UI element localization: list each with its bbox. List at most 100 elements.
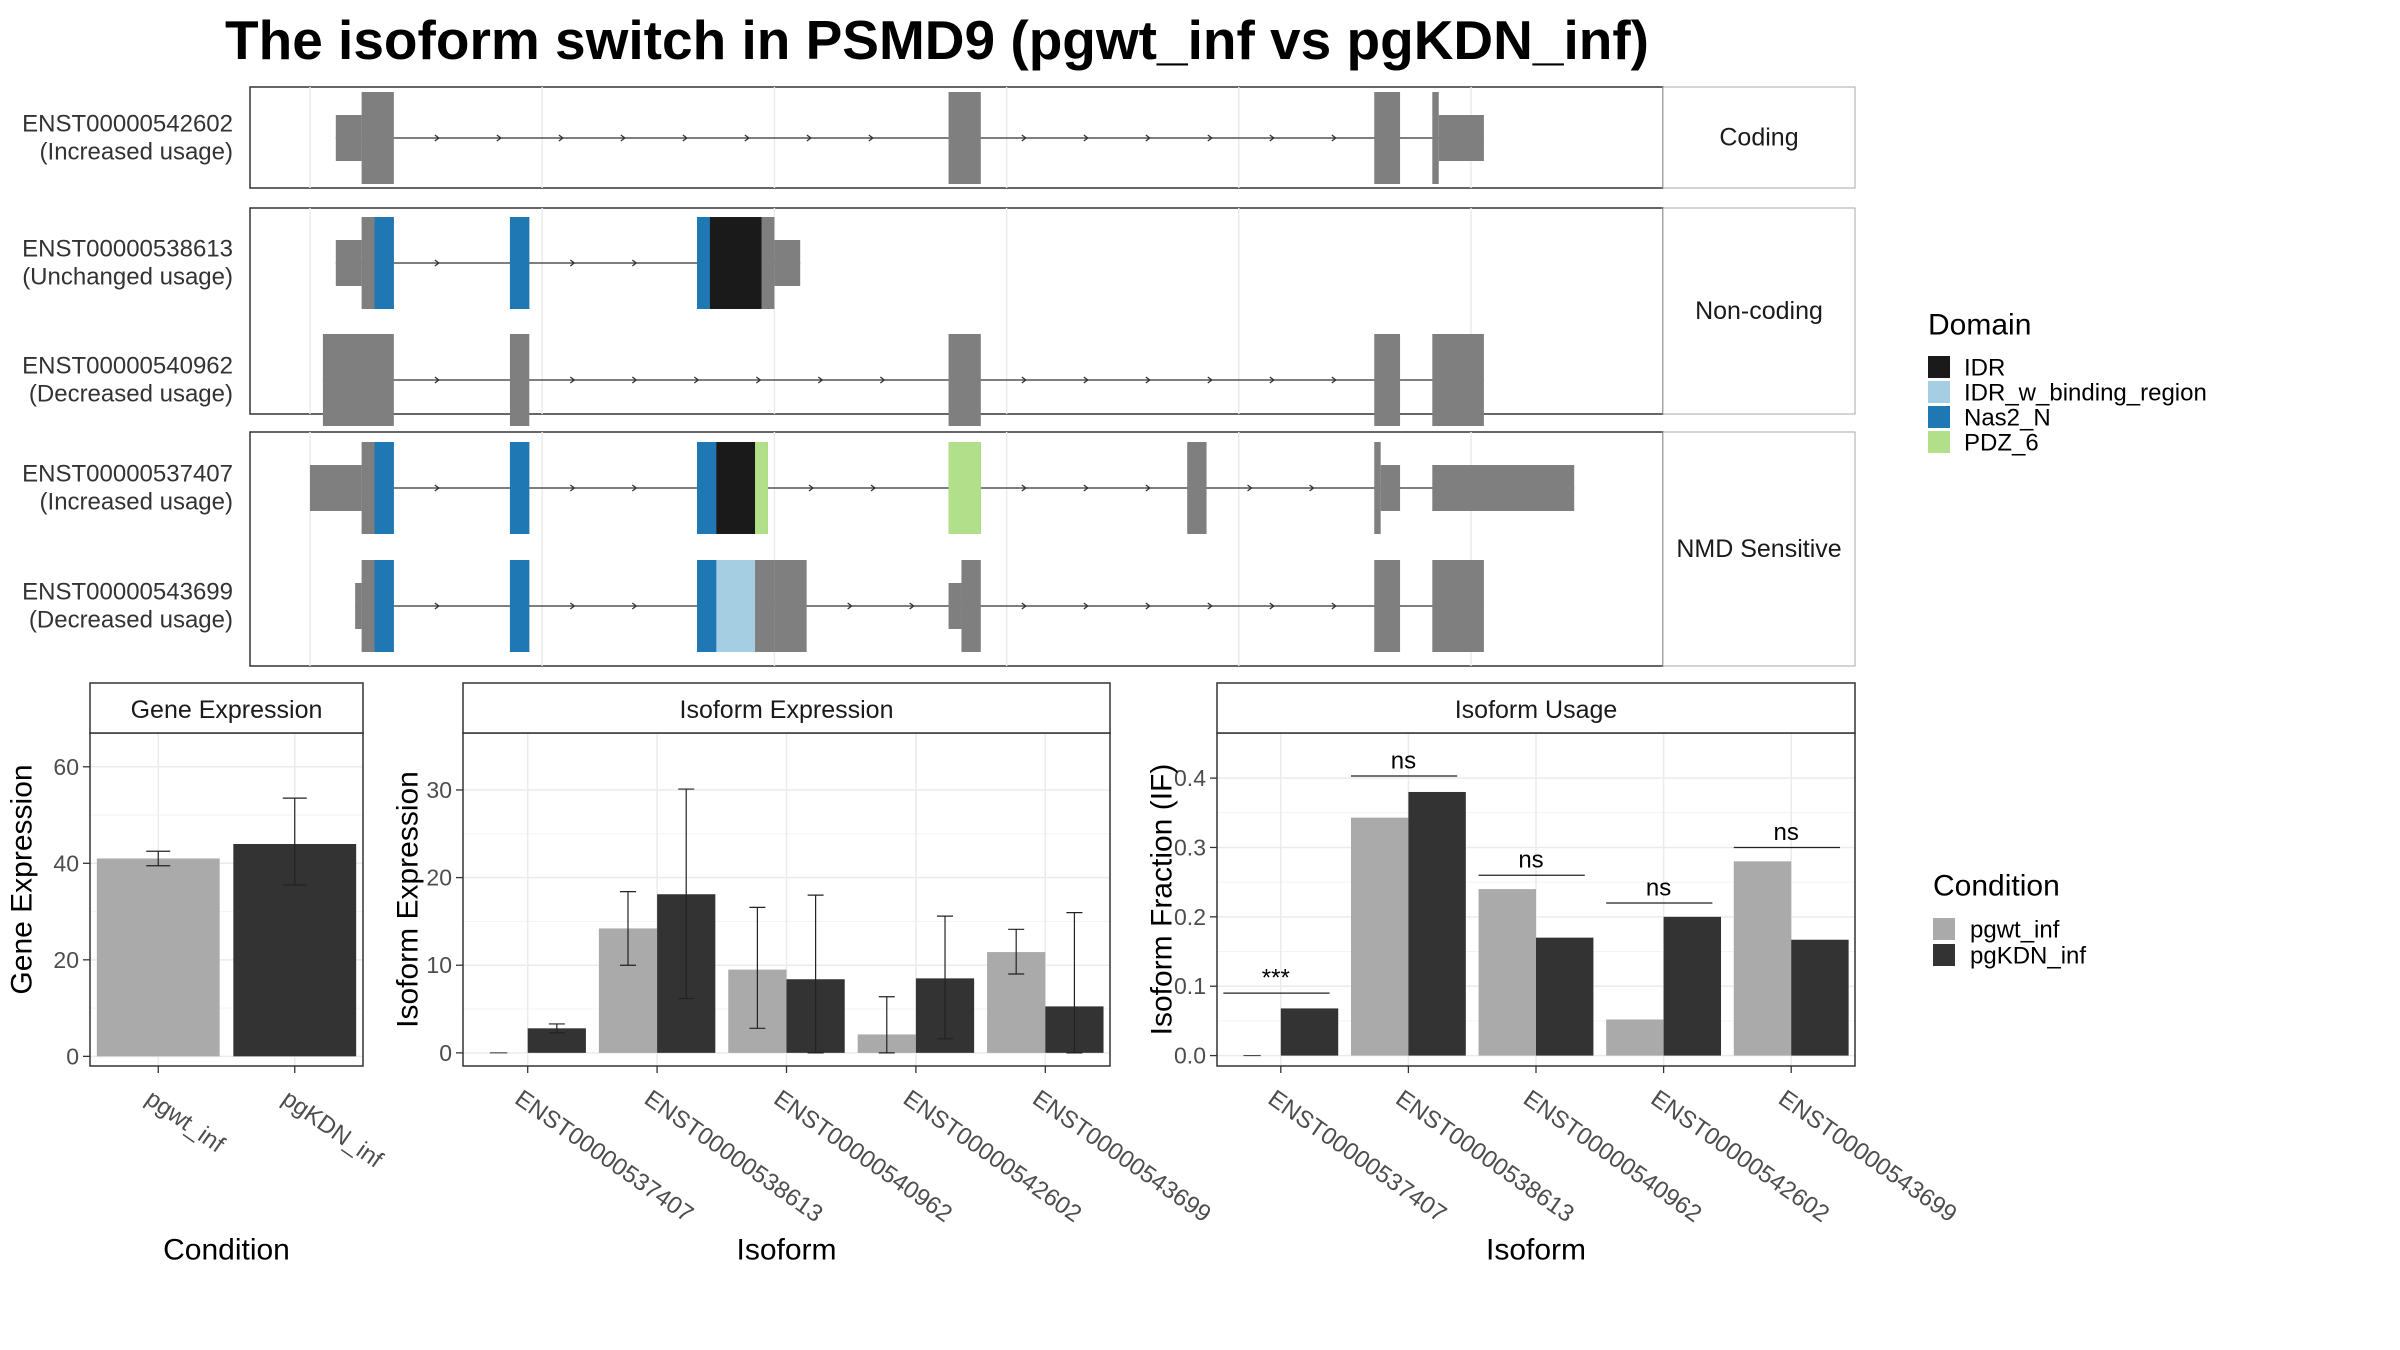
intron-arrow — [631, 259, 638, 267]
bar-pgKDN_inf — [1280, 1008, 1339, 1056]
intron-arrow — [1331, 134, 1337, 142]
facet-title: Isoform Expression — [680, 696, 894, 724]
bar-pgKDN_inf — [1408, 791, 1466, 1056]
exon — [1374, 92, 1401, 184]
transcript-usage-label: (Increased usage) — [40, 139, 233, 166]
intron-arrow — [1269, 134, 1275, 142]
exon — [1374, 334, 1401, 426]
bar-pgKDN_inf — [1663, 916, 1722, 1056]
domain-IDR — [716, 442, 756, 534]
condition-legend-label: pgwt_inf — [1970, 917, 2060, 944]
intron-arrow — [806, 134, 812, 142]
intron-arrow — [558, 134, 564, 142]
y-tick-label: 0.0 — [1174, 1043, 1206, 1069]
intron-arrow — [569, 602, 576, 610]
bar-pgwt_inf — [1350, 817, 1409, 1056]
domain-legend-label: PDZ_6 — [1964, 430, 2039, 457]
y-tick-label: 0 — [66, 1043, 79, 1069]
transcript-id-label: ENST00000543699 — [22, 579, 233, 606]
exon — [361, 92, 394, 184]
domain-IDR_w_binding_region — [716, 560, 756, 652]
exon — [1380, 465, 1401, 511]
domain-Nas2_N — [509, 442, 530, 534]
exon — [335, 115, 362, 161]
intron-arrow — [569, 259, 576, 267]
transcript-id-label: ENST00000542602 — [22, 111, 233, 138]
domain-Nas2_N — [374, 442, 394, 534]
intron-arrow — [1269, 376, 1275, 384]
exon — [1187, 442, 1207, 534]
y-tick-label: 40 — [53, 850, 79, 876]
intron-arrow — [693, 376, 700, 384]
significance-label: ns — [1391, 748, 1416, 775]
intron-arrow — [631, 602, 638, 610]
exon — [335, 240, 362, 286]
transcript-id-label: ENST00000537407 — [22, 461, 233, 488]
significance-label: *** — [1262, 965, 1290, 992]
intron-arrow — [1083, 484, 1089, 492]
intron-arrow — [817, 376, 824, 384]
intron-arrow — [569, 376, 576, 384]
intron-arrow — [1145, 484, 1151, 492]
intron-arrow — [1021, 134, 1027, 142]
y-tick-label: 30 — [426, 777, 452, 803]
intron-arrow — [1021, 602, 1027, 610]
significance-label: ns — [1518, 847, 1543, 874]
intron-arrow — [808, 484, 815, 492]
domain-legend-label: IDR — [1964, 355, 2005, 382]
exon — [509, 334, 530, 426]
facet-label: Coding — [1719, 124, 1798, 152]
exon — [961, 560, 981, 652]
transcript-id-label: ENST00000540962 — [22, 353, 233, 380]
intron-arrow — [870, 484, 877, 492]
intron-arrow — [1331, 602, 1337, 610]
exon — [948, 583, 962, 629]
facet-title: Isoform Usage — [1455, 696, 1618, 724]
y-tick-label: 60 — [53, 754, 79, 780]
intron-arrow — [1269, 602, 1275, 610]
domain-Nas2_N — [374, 560, 394, 652]
y-tick-label: 0.3 — [1174, 834, 1206, 860]
y-axis-title: Isoform Expression — [392, 771, 425, 1028]
y-tick-label: 0.1 — [1174, 973, 1206, 999]
x-axis-title: Isoform — [736, 1234, 836, 1267]
intron-arrow — [682, 134, 688, 142]
legend-swatch-pgwt_inf — [1933, 918, 1955, 940]
exon — [1438, 115, 1484, 161]
bar-pgwt_inf — [96, 858, 220, 1057]
domain-legend-title: Domain — [1928, 309, 2031, 342]
condition-legend-title: Condition — [1933, 870, 2060, 903]
domain-Nas2_N — [509, 217, 530, 309]
domain-PDZ_6 — [755, 442, 768, 534]
intron-arrow — [847, 602, 853, 610]
facet-title: Gene Expression — [131, 696, 323, 724]
transcript-id-label: ENST00000538613 — [22, 236, 233, 263]
transcript-usage-label: (Unchanged usage) — [22, 264, 233, 291]
y-tick-label: 20 — [53, 947, 79, 973]
exon — [1432, 560, 1484, 652]
exon — [1432, 465, 1575, 511]
y-tick-label: 0 — [439, 1040, 452, 1066]
intron-arrow — [434, 602, 440, 610]
intron-arrow — [1145, 602, 1151, 610]
intron-arrow — [1145, 134, 1151, 142]
bar-pgwt_inf — [1606, 1019, 1664, 1056]
intron-arrow — [909, 602, 915, 610]
intron-arrow — [631, 376, 638, 384]
exon — [1432, 92, 1439, 184]
legend-swatch-IDR — [1928, 356, 1950, 378]
x-axis-title: Condition — [163, 1234, 290, 1267]
domain-Nas2_N — [697, 442, 717, 534]
bar-pgwt_inf — [1733, 861, 1792, 1056]
significance-label: ns — [1646, 874, 1671, 901]
transcript-usage-label: (Decreased usage) — [29, 381, 233, 408]
exon — [1374, 442, 1381, 534]
legend-swatch-PDZ_6 — [1928, 431, 1950, 453]
facet-strip — [462, 682, 1111, 734]
intron-arrow — [434, 134, 440, 142]
intron-arrow — [1309, 484, 1315, 492]
intron-arrow — [496, 134, 502, 142]
